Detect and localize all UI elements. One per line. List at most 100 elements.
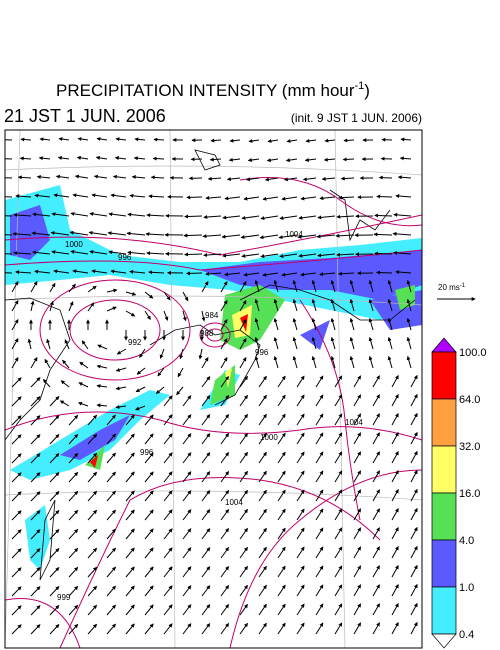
wind-arrow: [372, 584, 380, 597]
wind-arrow: [321, 176, 336, 181]
wind-arrow: [220, 603, 230, 616]
wind-arrow: [51, 250, 70, 255]
wind-arrow: [410, 412, 418, 426]
wind-arrow: [296, 565, 305, 578]
wind-arrow: [220, 527, 230, 540]
wind-arrow: [315, 584, 324, 597]
wind-arrow: [349, 298, 355, 312]
wind-arrow: [372, 489, 380, 502]
wind-arrow: [239, 432, 248, 445]
wind-arrow: [146, 213, 165, 218]
wind-arrow: [336, 214, 355, 219]
wind-arrow: [30, 472, 41, 483]
wind-arrow: [273, 317, 279, 331]
wind-arrow: [353, 622, 362, 635]
colorbar-segment: [431, 398, 457, 447]
colorbar-segment: [431, 351, 457, 400]
wind-arrow: [353, 489, 362, 502]
wind-arrow: [258, 527, 267, 540]
wind-arrow: [49, 510, 60, 521]
wind-arrow: [106, 509, 116, 521]
wind-arrow: [296, 546, 305, 559]
wind-arrow: [220, 300, 228, 312]
wind-arrow: [353, 470, 362, 483]
wind-arrow: [266, 158, 279, 163]
wind-arrow: [406, 279, 412, 293]
wind-arrow: [278, 234, 298, 240]
wind-arrow: [258, 432, 267, 445]
wind-arrow: [145, 232, 165, 237]
wind-arrow: [258, 565, 267, 578]
wind-arrow: [387, 355, 393, 369]
wind-arrow: [182, 471, 192, 483]
wind-arrow: [240, 234, 260, 240]
colorbar-label: 1.0: [459, 582, 474, 594]
wind-arrow: [15, 194, 32, 199]
wind-arrow: [144, 585, 154, 597]
wind-arrow: [343, 138, 355, 143]
wind-arrow: [277, 432, 286, 445]
wind-arrow: [368, 355, 374, 369]
wind-arrow: [302, 177, 317, 182]
wind-arrow: [353, 413, 362, 426]
wind-arrow: [183, 233, 203, 238]
wind-arrow: [220, 432, 230, 445]
wind-arrow: [400, 137, 412, 142]
reference-superscript: -1: [460, 283, 466, 289]
wind-arrow: [129, 269, 146, 274]
wind-arrow: [72, 269, 89, 274]
wind-arrow: [296, 451, 305, 464]
wind-arrow: [13, 250, 32, 255]
wind-arrow: [13, 212, 32, 217]
wind-arrow: [334, 508, 343, 521]
wind-arrow: [144, 604, 154, 616]
wind-arrow: [260, 215, 279, 221]
wind-arrow: [177, 367, 184, 378]
wind-arrow: [239, 413, 248, 426]
wind-arrow: [372, 622, 380, 635]
wind-arrow: [334, 413, 343, 426]
wind-arrow: [239, 603, 248, 616]
wind-arrow: [319, 272, 336, 277]
wind-arrow: [68, 528, 79, 540]
wind-arrow: [220, 508, 230, 521]
wind-arrow: [368, 317, 374, 331]
wind-arrow: [182, 585, 192, 597]
wind-arrow: [410, 488, 418, 502]
colorbar-segment: [431, 539, 457, 588]
wind-arrow: [315, 489, 324, 502]
wind-arrow: [311, 279, 317, 293]
wind-arrow: [374, 251, 393, 256]
wind-arrow: [155, 386, 165, 394]
wind-arrow: [11, 548, 22, 559]
wind-arrow: [144, 310, 151, 320]
wind-arrow: [30, 624, 41, 635]
wind-arrow: [220, 489, 230, 502]
wind-arrow: [372, 546, 380, 559]
wind-arrow: [277, 622, 286, 635]
wind-arrow: [209, 157, 222, 162]
wind-arrow: [68, 604, 79, 616]
wind-arrow: [226, 177, 241, 182]
wind-arrow: [393, 250, 412, 255]
wind-arrow: [30, 548, 41, 559]
wind-arrow: [296, 375, 305, 388]
wind-arrow: [134, 137, 146, 142]
wind-arrow: [334, 394, 343, 407]
wind-arrow: [184, 252, 203, 257]
wind-arrow: [330, 279, 336, 293]
map: 1000 996 1004 988 992 996 1004 1000 996 …: [5, 130, 422, 648]
wind-arrow: [391, 508, 399, 521]
title-suffix: ): [364, 81, 370, 100]
wind-arrow: [220, 413, 230, 426]
wind-arrow: [292, 317, 298, 331]
wind-arrow: [163, 471, 173, 483]
wind-arrow: [207, 176, 222, 181]
wind-arrow: [410, 431, 418, 445]
wind-arrow: [133, 156, 146, 161]
wind-arrow: [330, 336, 336, 350]
wind-arrow: [353, 565, 362, 578]
wind-arrow: [87, 471, 98, 483]
wind-arrow: [163, 291, 171, 301]
wind-arrow: [157, 367, 165, 377]
